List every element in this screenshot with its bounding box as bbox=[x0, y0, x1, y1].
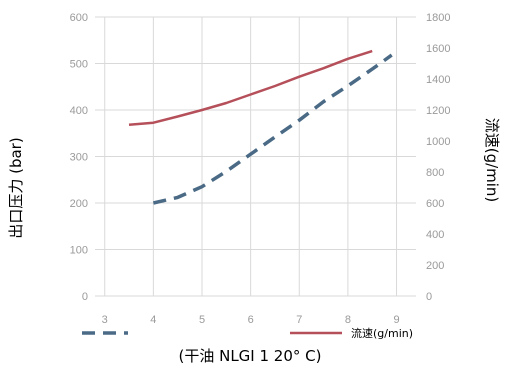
right-y-axis: 0 200 400 600 800 1000 1200 1400 1600 1800 bbox=[426, 12, 450, 303]
series-layer bbox=[128, 49, 393, 205]
y-left-tick-label: 100 bbox=[70, 245, 88, 257]
legend-label-flow-rate: 流速(g/min) bbox=[351, 326, 413, 340]
y-right-tick-label: 800 bbox=[426, 167, 444, 179]
x-tick-label: 4 bbox=[150, 314, 156, 326]
y-left-tick-label: 300 bbox=[70, 152, 88, 164]
y-left-tick-label: 200 bbox=[70, 198, 88, 210]
y-left-tick-label: 500 bbox=[70, 59, 88, 71]
y-axis-right-label: 流速(g/min) bbox=[483, 118, 501, 203]
grid bbox=[95, 16, 416, 297]
y-axis-left-label: 出口压力 (bar) bbox=[7, 137, 25, 238]
left-y-axis: 0 100 200 300 400 500 600 bbox=[70, 12, 88, 303]
y-left-tick-label: 600 bbox=[70, 12, 88, 24]
x-tick-label: 7 bbox=[296, 314, 302, 326]
x-axis: 3 4 5 6 7 8 9 bbox=[102, 314, 400, 326]
y-right-tick-label: 1800 bbox=[426, 12, 450, 24]
pressure-series-line bbox=[153, 53, 393, 205]
y-right-tick-label: 1000 bbox=[426, 136, 450, 148]
x-tick-label: 3 bbox=[102, 314, 108, 326]
y-right-tick-label: 1200 bbox=[426, 105, 450, 117]
x-tick-label: 8 bbox=[345, 314, 351, 326]
y-right-tick-label: 1600 bbox=[426, 43, 450, 55]
legend: 流速(g/min) bbox=[82, 326, 413, 340]
y-right-tick-label: 600 bbox=[426, 198, 444, 210]
y-right-tick-label: 0 bbox=[426, 291, 432, 303]
x-tick-label: 6 bbox=[248, 314, 254, 326]
x-tick-label: 5 bbox=[199, 314, 205, 326]
y-right-tick-label: 200 bbox=[426, 260, 444, 272]
y-left-tick-label: 400 bbox=[70, 105, 88, 117]
y-right-tick-label: 400 bbox=[426, 229, 444, 241]
x-axis-label: (干油 NLGI 1 20° C) bbox=[178, 347, 321, 365]
y-left-tick-label: 0 bbox=[82, 291, 88, 303]
y-right-tick-label: 1400 bbox=[426, 74, 450, 86]
x-tick-label: 9 bbox=[393, 314, 399, 326]
